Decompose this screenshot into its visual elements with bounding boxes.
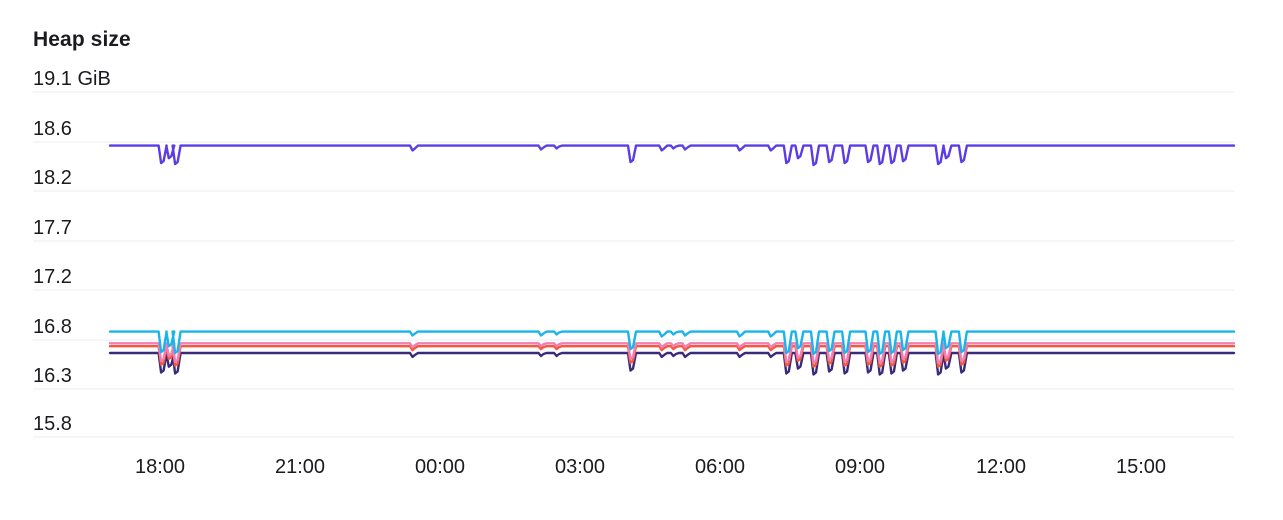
x-tick-label: 15:00 xyxy=(1116,456,1166,478)
y-tick-label: 18.6 xyxy=(33,118,72,140)
x-tick-label: 21:00 xyxy=(275,456,325,478)
y-tick-label: 17.2 xyxy=(33,266,72,288)
grid-lines xyxy=(33,91,1234,438)
x-tick-label: 06:00 xyxy=(695,456,745,478)
x-tick-label: 09:00 xyxy=(835,456,885,478)
series-line-1 xyxy=(108,144,1236,167)
x-tick-label: 18:00 xyxy=(135,456,185,478)
y-tick-label: 16.8 xyxy=(33,316,72,338)
x-tick-label: 00:00 xyxy=(415,456,465,478)
y-tick-label: 16.3 xyxy=(33,365,72,387)
y-axis-ticks: 19.1 GiB 18.6 18.2 17.7 17.2 16.8 16.3 15.8 xyxy=(33,68,111,435)
y-tick-label: 15.8 xyxy=(33,413,72,435)
chart-title: Heap size xyxy=(33,28,131,51)
series-line-2 xyxy=(108,330,1236,356)
series-line-4 xyxy=(108,345,1236,368)
x-tick-label: 03:00 xyxy=(555,456,605,478)
x-tick-label: 12:00 xyxy=(976,456,1026,478)
series-lines xyxy=(108,144,1236,376)
y-tick-label: 19.1 GiB xyxy=(33,68,111,90)
x-axis-ticks: 18:00 21:00 00:00 03:00 06:00 09:00 12:00 15:00 xyxy=(135,456,1166,478)
y-tick-label: 18.2 xyxy=(33,167,72,189)
y-tick-label: 17.7 xyxy=(33,217,72,239)
series-line-3 xyxy=(108,342,1236,364)
series-line-5 xyxy=(108,351,1236,376)
